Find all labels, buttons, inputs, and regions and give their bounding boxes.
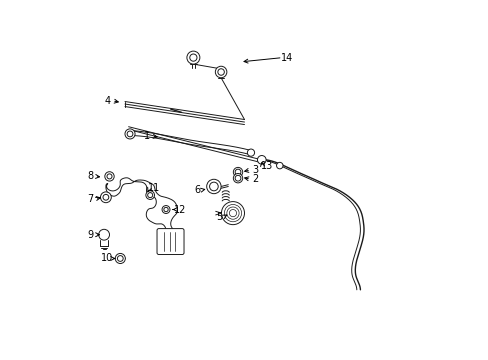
Text: 10: 10: [101, 253, 113, 264]
Text: 13: 13: [260, 161, 272, 171]
Text: 4: 4: [104, 96, 111, 106]
Circle shape: [101, 192, 111, 203]
FancyBboxPatch shape: [157, 229, 183, 255]
Circle shape: [162, 206, 170, 213]
Circle shape: [206, 179, 221, 194]
Circle shape: [221, 202, 244, 225]
Text: 9: 9: [87, 230, 93, 240]
Circle shape: [186, 51, 200, 64]
Circle shape: [189, 54, 197, 61]
Circle shape: [233, 174, 242, 183]
Circle shape: [125, 129, 135, 139]
Circle shape: [209, 182, 218, 191]
Circle shape: [145, 191, 154, 199]
Circle shape: [215, 66, 226, 78]
Circle shape: [104, 172, 114, 181]
Circle shape: [218, 69, 224, 75]
Text: 8: 8: [87, 171, 93, 181]
Circle shape: [99, 229, 109, 240]
Text: 6: 6: [194, 185, 200, 195]
Circle shape: [127, 131, 133, 137]
Circle shape: [229, 210, 236, 217]
Circle shape: [163, 207, 168, 212]
Circle shape: [276, 162, 283, 169]
Circle shape: [147, 193, 152, 198]
Text: 7: 7: [87, 194, 93, 204]
Circle shape: [103, 194, 108, 200]
Circle shape: [233, 167, 242, 177]
Text: 11: 11: [147, 183, 160, 193]
Circle shape: [226, 207, 239, 219]
Text: 3: 3: [252, 165, 258, 175]
Circle shape: [224, 204, 241, 222]
Text: 14: 14: [280, 53, 292, 63]
Text: 2: 2: [252, 174, 258, 184]
Text: 1: 1: [144, 131, 150, 141]
Text: 12: 12: [174, 204, 186, 215]
Circle shape: [257, 156, 265, 164]
Circle shape: [235, 175, 241, 181]
Circle shape: [115, 253, 125, 264]
Circle shape: [107, 174, 112, 179]
Circle shape: [235, 169, 241, 175]
Circle shape: [247, 149, 254, 156]
Text: 5: 5: [216, 212, 222, 222]
Circle shape: [117, 256, 123, 261]
